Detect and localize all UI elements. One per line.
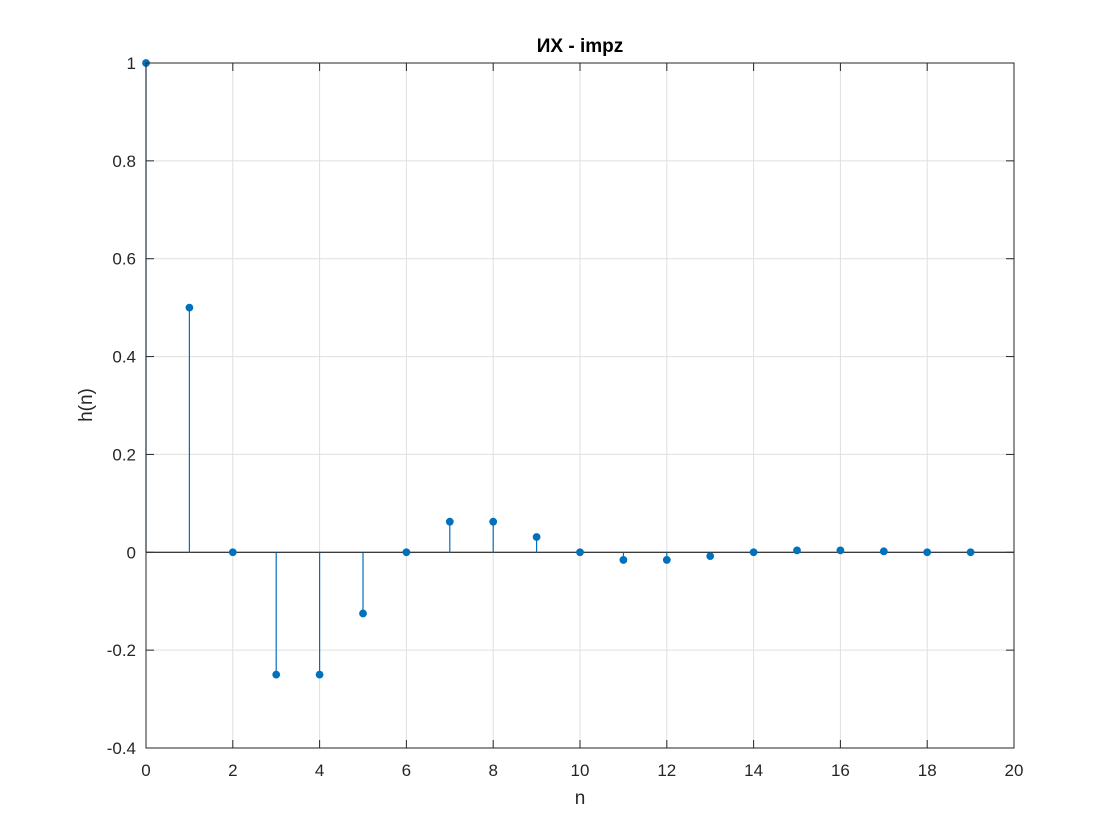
x-tick-label: 14 bbox=[744, 761, 763, 780]
stem-point bbox=[793, 546, 801, 555]
y-axis-label: h(n) bbox=[76, 388, 97, 422]
stem-marker bbox=[662, 556, 671, 564]
stem-marker bbox=[532, 533, 541, 541]
stem-marker bbox=[315, 670, 324, 679]
stem-marker bbox=[402, 548, 411, 557]
y-tick-label: -0.4 bbox=[107, 739, 136, 758]
y-tick-label: 0.2 bbox=[112, 445, 136, 464]
x-axis-label: n bbox=[575, 788, 586, 809]
stem-marker bbox=[359, 609, 367, 618]
y-tick-label: 1 bbox=[127, 54, 136, 73]
stem-point bbox=[662, 552, 671, 564]
stem-marker bbox=[489, 517, 498, 526]
x-axis-ticks: 0 2 4 6 8 10 12 14 16 18 20 bbox=[141, 63, 1023, 780]
stem-point bbox=[619, 552, 628, 564]
stem-marker bbox=[272, 670, 281, 679]
y-tick-label: 0 bbox=[127, 543, 136, 562]
stem-point bbox=[359, 552, 367, 618]
x-tick-label: 6 bbox=[402, 761, 411, 780]
stem-point bbox=[706, 552, 715, 561]
stem-point bbox=[402, 548, 411, 557]
y-tick-label: -0.2 bbox=[107, 641, 136, 660]
x-tick-label: 16 bbox=[831, 761, 850, 780]
stem-point bbox=[489, 517, 498, 553]
x-tick-label: 2 bbox=[228, 761, 237, 780]
stem-marker bbox=[576, 548, 584, 557]
stem-point bbox=[532, 533, 541, 553]
stem-marker bbox=[793, 546, 801, 555]
y-tick-label: 0.6 bbox=[112, 250, 136, 269]
stem-point bbox=[185, 303, 194, 553]
x-tick-label: 10 bbox=[571, 761, 590, 780]
stem-series bbox=[142, 59, 975, 679]
y-tick-label: 0.4 bbox=[112, 348, 136, 367]
stem-point bbox=[966, 548, 975, 557]
x-tick-label: 12 bbox=[657, 761, 676, 780]
stem-marker bbox=[923, 548, 932, 557]
x-tick-label: 18 bbox=[918, 761, 937, 780]
x-tick-label: 20 bbox=[1005, 761, 1024, 780]
stem-point bbox=[576, 548, 584, 557]
stem-marker bbox=[749, 548, 758, 557]
y-tick-label: 0.8 bbox=[112, 152, 136, 171]
y-axis-ticks: -0.4 -0.2 0 0.2 0.4 0.6 0.8 1 bbox=[107, 54, 1014, 758]
x-tick-label: 0 bbox=[141, 761, 150, 780]
stem-marker bbox=[619, 556, 628, 564]
stem-marker bbox=[445, 517, 454, 526]
stem-point bbox=[836, 546, 845, 555]
x-tick-label: 8 bbox=[488, 761, 497, 780]
stem-point bbox=[445, 517, 454, 553]
stem-point bbox=[879, 547, 888, 556]
stem-marker bbox=[966, 548, 975, 557]
stem-marker bbox=[185, 303, 194, 312]
chart-title: ИХ - impz bbox=[537, 36, 624, 57]
stem-point bbox=[228, 548, 237, 557]
stem-point bbox=[272, 552, 281, 679]
stem-marker bbox=[836, 546, 845, 555]
stem-point bbox=[749, 548, 758, 557]
stem-marker bbox=[879, 547, 888, 556]
x-tick-label: 4 bbox=[315, 761, 324, 780]
stem-point bbox=[923, 548, 932, 557]
stem-marker bbox=[706, 552, 715, 561]
stem-point bbox=[315, 552, 324, 679]
stem-marker bbox=[228, 548, 237, 557]
